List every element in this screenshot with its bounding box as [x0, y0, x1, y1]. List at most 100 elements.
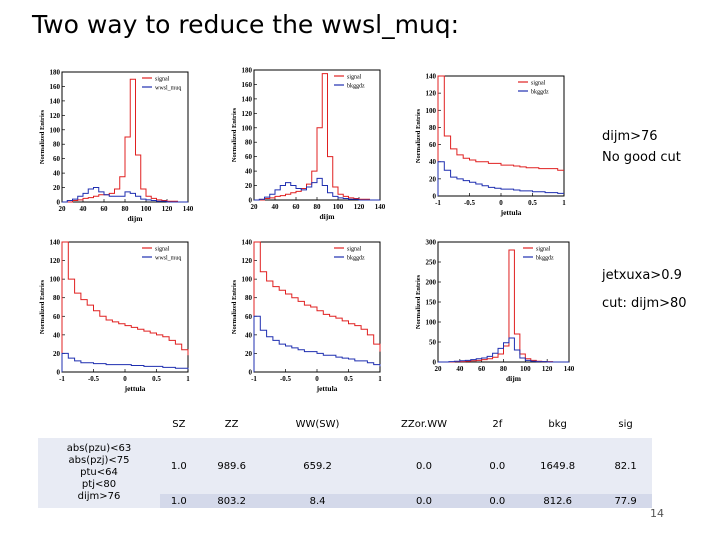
- table-cell: 77.9: [599, 494, 652, 508]
- y-tick-label: 100: [426, 319, 437, 327]
- x-tick-label: 20: [435, 365, 443, 373]
- y-tick-label: 40: [245, 331, 253, 339]
- x-tick-label: -1: [251, 375, 257, 383]
- legend-entry: bkggdz: [347, 256, 365, 262]
- x-tick-label: 40: [456, 365, 464, 373]
- cut-item: ptu<64: [80, 467, 118, 478]
- slide-title: Two way to reduce the wwsl_muq:: [32, 10, 460, 39]
- x-tick-label: -0.5: [88, 375, 100, 383]
- histogram-jettula-signal-vs-bkg: Normalized Entries 0 20 40 60 80 100 120 140 -1 -0…: [415, 73, 566, 218]
- x-axis-label: jettula: [500, 208, 522, 217]
- x-tick-label: 140: [375, 203, 386, 211]
- y-tick-label: 180: [50, 69, 61, 77]
- legend-entry: signal: [531, 81, 546, 87]
- y-tick-label: 180: [242, 67, 253, 75]
- x-tick-label: 0.5: [528, 199, 537, 207]
- table-cell: 0.0: [369, 494, 479, 508]
- y-tick-label: 40: [429, 158, 437, 166]
- x-tick-label: -0.5: [464, 199, 476, 207]
- plot-dijm-cut-bkg: Normalized Entries 0 50 100 150 200 250 300 20 40…: [412, 236, 577, 386]
- table-header: ZZ: [197, 410, 266, 438]
- x-tick-label: 0.5: [344, 375, 353, 383]
- x-tick-label: 100: [141, 205, 152, 213]
- y-tick-label: 120: [242, 257, 253, 265]
- legend-entry: signal: [155, 247, 170, 253]
- x-tick-label: 40: [80, 205, 88, 213]
- x-tick-label: 0.5: [152, 375, 161, 383]
- plot-jettula-bkg-top: Normalized Entries 0 20 40 60 80 100 120 140 -1 -0…: [412, 70, 572, 220]
- table-cell: 8.4: [265, 494, 370, 508]
- plot-dijm-bkg: Normalized Entries 0 20 40 60 80 100 120 140 160 1…: [228, 64, 388, 224]
- legend-entry: signal: [536, 247, 551, 253]
- x-tick-label: 1: [186, 375, 190, 383]
- table-corner: [38, 410, 160, 438]
- y-tick-label: 160: [50, 83, 61, 91]
- note-top-line2: No good cut: [602, 150, 681, 165]
- series-signal: [254, 73, 380, 201]
- plot-jettula-wwsl: Normalized Entries 0 20 40 60 80 100 120 140 -1 -0…: [36, 236, 196, 396]
- y-tick-label: 0: [433, 193, 437, 201]
- note-bottom-line2: cut: dijm>80: [602, 296, 687, 311]
- y-tick-label: 40: [245, 168, 253, 176]
- y-tick-label: 60: [53, 313, 61, 321]
- table-header: SZ: [160, 410, 198, 438]
- y-tick-label: 140: [242, 239, 253, 247]
- series-bkggdz: [437, 161, 564, 196]
- plot-dijm-wwsl: Normalized Entries 0 20 40 60 80 100 120 140 160 1…: [36, 66, 196, 226]
- cut-item: dijm>76: [77, 491, 121, 502]
- y-axis-label: Normalized Entries: [231, 107, 238, 162]
- y-tick-label: 0: [249, 369, 253, 377]
- cut-flow-table: SZ ZZ WW(SW) ZZor.WW 2f bkg sig abs(pzu)…: [38, 410, 652, 508]
- plot-frame: [61, 241, 189, 373]
- table-header-row: SZ ZZ WW(SW) ZZor.WW 2f bkg sig: [38, 410, 652, 438]
- y-tick-label: 60: [429, 141, 437, 149]
- legend-entry: wwsl_muq: [155, 86, 181, 92]
- histogram-jettula-signal-vs-wwsl: Normalized Entries 0 20 40 60 80 100 120 140 -1 -0…: [39, 239, 190, 394]
- y-tick-label: 20: [245, 350, 253, 358]
- y-tick-label: 200: [426, 279, 437, 287]
- table-row: abs(pzu)<63 abs(pzj)<75 ptu<64 ptj<80 di…: [38, 438, 652, 508]
- histogram-dijm-signal-vs-bkg: Normalized Entries0204060801001201401601…: [231, 67, 386, 222]
- histogram-jettula-signal-vs-bkg-bottom: Normalized Entries 0 20 40 60 80 100 120 140 -1 -0…: [231, 239, 382, 394]
- y-tick-label: 80: [429, 124, 437, 132]
- x-tick-label: 120: [354, 203, 365, 211]
- y-tick-label: 40: [53, 170, 61, 178]
- y-tick-label: 100: [426, 107, 437, 115]
- plot-frame: [437, 75, 565, 197]
- legend-entry: bkggdz: [531, 90, 549, 96]
- y-tick-label: 0: [57, 369, 61, 377]
- y-tick-label: 140: [50, 97, 61, 105]
- note-top-line1: dijm>76: [602, 129, 658, 144]
- x-tick-label: 80: [500, 365, 508, 373]
- legend-entry: bkggdz: [347, 84, 365, 90]
- y-tick-label: 140: [50, 239, 61, 247]
- table-cell: 1.0: [160, 494, 198, 508]
- y-tick-label: 80: [53, 294, 61, 302]
- y-axis-label: Normalized Entries: [415, 274, 422, 329]
- y-tick-label: 20: [53, 350, 61, 358]
- x-tick-label: 60: [293, 203, 301, 211]
- y-tick-label: 100: [242, 124, 253, 132]
- series-signal: [61, 241, 189, 372]
- x-tick-label: 60: [478, 365, 486, 373]
- cut-item: ptj<80: [81, 479, 117, 490]
- y-tick-label: 100: [242, 276, 253, 284]
- y-tick-label: 140: [242, 95, 253, 103]
- x-axis-label: dijm: [128, 214, 144, 223]
- series-wwsl_muq: [61, 352, 189, 372]
- y-tick-label: 0: [433, 359, 437, 367]
- y-tick-label: 40: [53, 331, 61, 339]
- x-tick-label: 120: [542, 365, 553, 373]
- plot-frame: [437, 241, 570, 363]
- x-tick-label: 20: [251, 203, 259, 211]
- histogram-dijm-after-cut: Normalized Entries 0 50 100 150 200 250 300 20 40…: [415, 239, 575, 384]
- cut-item: abs(pzu)<63: [66, 443, 132, 454]
- y-tick-label: 60: [245, 313, 253, 321]
- y-tick-label: 120: [242, 110, 253, 118]
- y-tick-label: 60: [53, 155, 61, 163]
- x-tick-label: 20: [59, 205, 67, 213]
- x-axis-label: jettula: [316, 384, 338, 393]
- y-tick-label: 120: [426, 90, 437, 98]
- y-axis-label: Normalized Entries: [39, 109, 46, 164]
- y-tick-label: 20: [429, 175, 437, 183]
